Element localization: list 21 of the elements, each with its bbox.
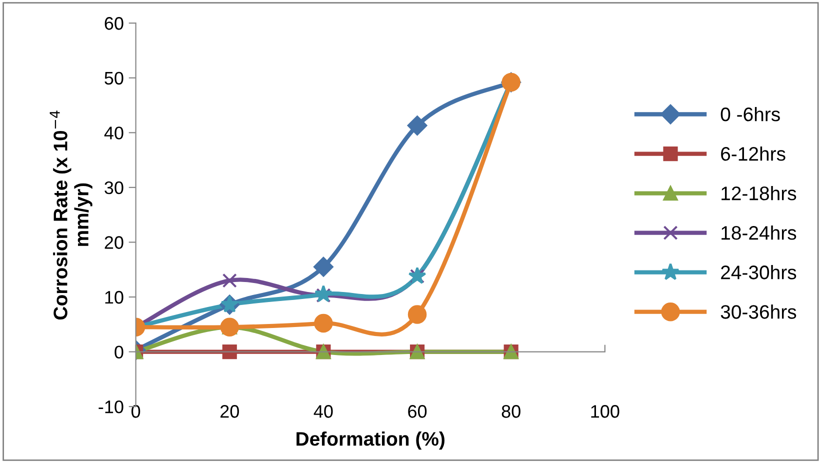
x-tick-label: 60	[408, 405, 427, 418]
y-tick-label: 20	[104, 236, 124, 249]
legend-label: 12-18hrs	[722, 186, 796, 200]
y-tick-label: -10	[98, 400, 124, 414]
legend-label: 18-24hrs	[722, 226, 796, 240]
legend-label: 24-30hrs	[721, 265, 796, 280]
y-tick-label: 50	[104, 72, 124, 85]
legend-label: 30-36hrs	[720, 304, 796, 319]
x-tick-label: 40	[314, 405, 333, 418]
x-tick-label: 80	[502, 405, 520, 418]
x-tick-label: 100	[591, 405, 620, 418]
y-tick-label: 10	[105, 290, 124, 304]
legend-label: 6-12hrs	[721, 146, 786, 161]
y-tick-label: 60	[104, 17, 124, 30]
y-tick-label: 0	[114, 346, 124, 358]
x-axis-title: Deformation (%)	[296, 431, 444, 450]
text: Corrosion Rate (x 10$^{−4}$ mm/yr)	[50, 110, 92, 320]
x-tick-label: 20	[220, 405, 239, 418]
y-tick-label: 40	[104, 126, 124, 140]
legend-label: 0 -6hrs	[720, 106, 780, 122]
y-tick-label: 30	[104, 181, 124, 194]
